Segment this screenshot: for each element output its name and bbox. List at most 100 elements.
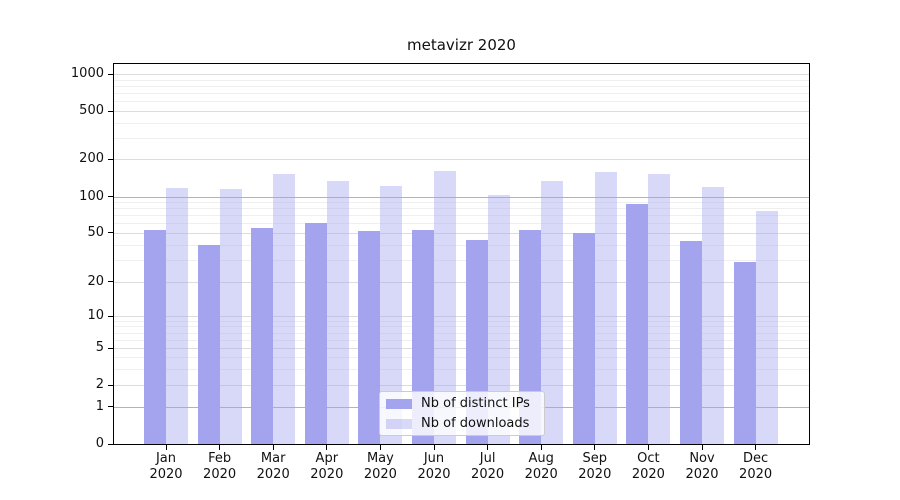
y-gridline-minor [114, 223, 809, 225]
y-gridline-minor [114, 93, 809, 95]
y-gridline [114, 348, 809, 350]
x-tick-mark [755, 445, 757, 450]
y-gridline-minor [114, 137, 809, 139]
x-tick-mark [165, 445, 167, 450]
x-tick-mark [272, 445, 274, 450]
x-tick-label: Oct 2020 [616, 451, 680, 483]
y-gridline-minor [114, 86, 809, 88]
x-tick-year: 2020 [363, 467, 397, 482]
bar-downloads [273, 174, 296, 444]
legend-label-downloads: Nb of downloads [421, 416, 530, 431]
bar-distinct-ips [626, 204, 649, 444]
x-tick-month: Nov [689, 451, 715, 466]
y-gridline-minor [114, 208, 809, 210]
bar-distinct-ips [572, 232, 595, 444]
bar-distinct-ips [680, 240, 702, 444]
legend: Nb of distinct IPs Nb of downloads [379, 391, 545, 436]
y-tick-label: 5 [95, 340, 104, 356]
y-gridline-minor [114, 260, 809, 262]
y-gridline-minor [114, 326, 809, 328]
y-gridline-minor [114, 320, 809, 322]
bar-downloads [326, 181, 349, 444]
x-tick-mark [701, 445, 703, 450]
chart-title: metavizr 2020 [407, 36, 516, 54]
bar-downloads [594, 172, 617, 444]
x-tick-label: Aug 2020 [509, 451, 573, 483]
x-tick-mark [647, 445, 649, 450]
legend-row-downloads: Nb of downloads [386, 416, 538, 431]
x-tick-year: 2020 [310, 467, 344, 482]
x-tick-year: 2020 [578, 467, 612, 482]
x-tick-label: May 2020 [348, 451, 412, 483]
y-gridline-minor [114, 332, 809, 334]
plot-area: Nb of distinct IPs Nb of downloads [113, 63, 810, 445]
y-gridline-minor [114, 215, 809, 217]
y-tick-mark [108, 384, 113, 386]
bar-distinct-ips [358, 230, 381, 444]
y-tick-label: 200 [79, 151, 104, 167]
x-tick-year: 2020 [256, 467, 290, 482]
x-tick-year: 2020 [417, 467, 451, 482]
y-tick-mark [108, 315, 113, 317]
bar-distinct-ips [197, 244, 220, 444]
x-tick-month: Jun [423, 451, 445, 466]
y-tick-label: 500 [79, 103, 104, 118]
bar-downloads [755, 211, 778, 444]
x-tick-label: Jun 2020 [402, 451, 466, 483]
legend-swatch-downloads [386, 418, 412, 429]
x-tick-label: Jul 2020 [456, 451, 520, 483]
y-gridline [114, 196, 809, 198]
x-tick-month: Sep [582, 451, 608, 466]
x-tick-mark [433, 445, 435, 450]
x-tick-mark [594, 445, 596, 450]
legend-row-distinct-ips: Nb of distinct IPs [386, 396, 538, 411]
x-tick-label: Apr 2020 [295, 451, 359, 483]
x-tick-mark [326, 445, 328, 450]
y-tick-mark [108, 158, 113, 160]
y-gridline-minor [114, 101, 809, 103]
y-gridline [114, 316, 809, 317]
x-tick-month: May [366, 451, 394, 466]
y-tick-mark [108, 232, 113, 234]
bar-distinct-ips [412, 229, 434, 444]
y-gridline-minor [114, 368, 809, 370]
x-tick-year: 2020 [524, 467, 558, 482]
y-tick-label: 1000 [70, 66, 104, 82]
x-tick-label: Sep 2020 [563, 451, 627, 483]
bar-downloads [702, 186, 724, 444]
y-tick-label: 0 [95, 436, 104, 451]
y-tick-label: 10 [87, 308, 104, 323]
y-gridline [114, 385, 809, 386]
y-gridline [114, 74, 809, 76]
y-gridline [114, 232, 809, 234]
x-tick-month: Mar [260, 451, 286, 466]
bar-downloads [648, 174, 671, 444]
bar-distinct-ips [144, 229, 166, 444]
x-tick-year: 2020 [739, 467, 773, 482]
bar-downloads [219, 188, 242, 444]
x-tick-month: Oct [637, 451, 660, 466]
bar-downloads [434, 171, 456, 444]
bar-distinct-ips [251, 227, 274, 444]
y-tick-mark [108, 196, 113, 198]
y-gridline [114, 281, 809, 283]
y-gridline-minor [114, 79, 809, 81]
x-tick-year: 2020 [471, 467, 505, 482]
bar-downloads [380, 186, 403, 444]
y-gridline [114, 159, 809, 161]
x-tick-month: Feb [208, 451, 232, 466]
y-gridline-minor [114, 202, 809, 204]
bar-distinct-ips [733, 262, 756, 444]
y-gridline-minor [114, 244, 809, 246]
x-tick-label: Nov 2020 [670, 451, 734, 483]
y-tick-label: 1 [95, 398, 104, 414]
y-tick-mark [108, 110, 113, 112]
bar-downloads [487, 194, 510, 444]
x-tick-mark [219, 445, 221, 450]
x-tick-mark [379, 445, 381, 450]
legend-swatch-distinct-ips [386, 398, 412, 409]
bar-downloads [541, 180, 564, 444]
y-tick-label: 20 [87, 273, 104, 289]
y-tick-mark [108, 73, 113, 75]
